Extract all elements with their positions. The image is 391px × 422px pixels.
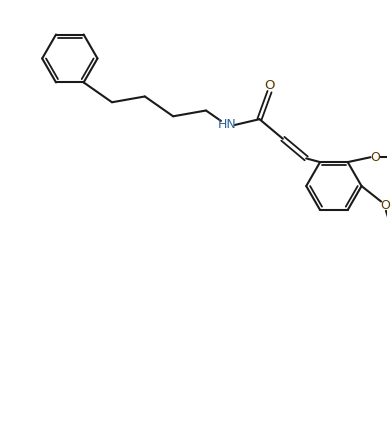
Text: O: O: [264, 79, 275, 92]
Text: HN: HN: [217, 119, 236, 132]
Text: O: O: [380, 199, 390, 212]
Text: O: O: [370, 151, 380, 164]
